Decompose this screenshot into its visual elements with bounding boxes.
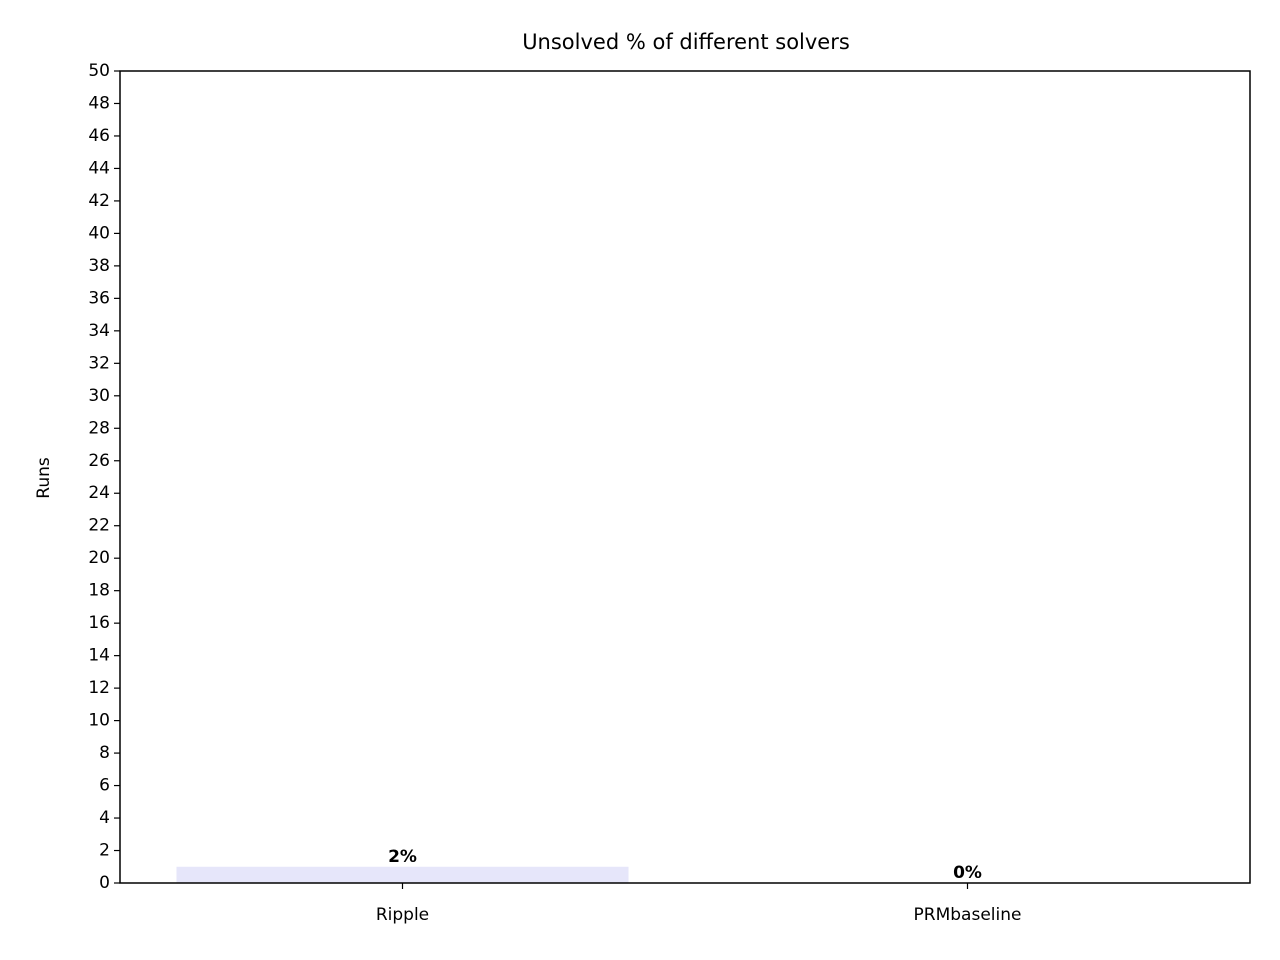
y-tick-label: 32 xyxy=(88,353,110,373)
y-tick-label: 16 xyxy=(88,613,110,633)
y-tick-label: 50 xyxy=(88,61,110,81)
y-tick-label: 18 xyxy=(88,581,110,601)
y-tick-label: 22 xyxy=(88,516,110,536)
y-tick-label: 36 xyxy=(88,288,110,308)
value-label: 0% xyxy=(953,863,982,883)
y-axis-label: Runs xyxy=(34,457,54,499)
y-tick-label: 4 xyxy=(99,808,110,828)
chart-title: Unsolved % of different solvers xyxy=(522,30,850,54)
y-tick-label: 6 xyxy=(99,776,110,796)
y-tick-label: 28 xyxy=(88,418,110,438)
y-tick-label: 10 xyxy=(88,711,110,731)
x-tick-label: PRMbaseline xyxy=(914,905,1022,925)
plot-frame xyxy=(119,70,1251,884)
y-tick-label: 38 xyxy=(88,256,110,276)
bar xyxy=(176,866,629,883)
y-tick-label: 48 xyxy=(88,93,110,113)
y-tick-label: 40 xyxy=(88,223,110,243)
y-tick-label: 12 xyxy=(88,678,110,698)
y-tick-label: 24 xyxy=(88,483,110,503)
y-tick-label: 8 xyxy=(99,743,110,763)
value-label: 2% xyxy=(388,847,417,867)
y-tick-label: 20 xyxy=(88,548,110,568)
y-tick-label: 0 xyxy=(99,873,110,893)
y-tick-label: 14 xyxy=(88,646,110,666)
y-tick-label: 2 xyxy=(99,841,110,861)
y-tick-label: 44 xyxy=(88,158,110,178)
x-tick-label: Ripple xyxy=(376,905,429,925)
y-tick-label: 30 xyxy=(88,386,110,406)
y-tick-label: 34 xyxy=(88,321,110,341)
y-tick-label: 46 xyxy=(88,126,110,146)
y-tick-label: 26 xyxy=(88,451,110,471)
y-tick-label: 42 xyxy=(88,191,110,211)
